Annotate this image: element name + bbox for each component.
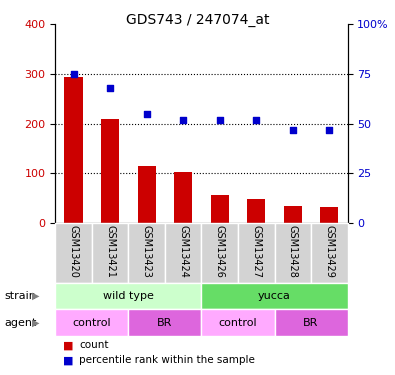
Text: ■: ■ — [63, 355, 74, 365]
Bar — [128, 223, 165, 283]
Text: BR: BR — [303, 318, 319, 327]
Text: GSM13424: GSM13424 — [178, 225, 188, 278]
Text: ■: ■ — [63, 340, 74, 350]
Bar — [201, 283, 348, 309]
Text: GSM13420: GSM13420 — [69, 225, 79, 278]
Text: percentile rank within the sample: percentile rank within the sample — [79, 355, 255, 365]
Text: count: count — [79, 340, 109, 350]
Text: GSM13427: GSM13427 — [251, 225, 261, 278]
Bar — [92, 223, 128, 283]
Text: GDS743 / 247074_at: GDS743 / 247074_at — [126, 13, 269, 27]
Text: ▶: ▶ — [32, 318, 40, 327]
Bar — [284, 206, 302, 223]
Bar — [275, 309, 348, 336]
Bar — [64, 76, 83, 223]
Bar — [55, 309, 128, 336]
Bar — [201, 223, 238, 283]
Point — [180, 117, 186, 123]
Bar — [137, 166, 156, 223]
Text: BR: BR — [157, 318, 173, 327]
Point — [290, 127, 296, 133]
Bar — [311, 223, 348, 283]
Bar — [101, 119, 119, 223]
Point — [216, 117, 223, 123]
Text: control: control — [73, 318, 111, 327]
Text: yucca: yucca — [258, 291, 291, 301]
Text: ▶: ▶ — [32, 291, 40, 301]
Text: GSM13423: GSM13423 — [142, 225, 152, 278]
Text: GSM13426: GSM13426 — [215, 225, 225, 278]
Text: agent: agent — [4, 318, 36, 327]
Point — [253, 117, 260, 123]
Bar — [55, 283, 201, 309]
Bar — [55, 223, 92, 283]
Text: GSM13429: GSM13429 — [324, 225, 334, 278]
Text: control: control — [219, 318, 257, 327]
Bar — [165, 223, 201, 283]
Point — [143, 111, 150, 117]
Text: wild type: wild type — [103, 291, 154, 301]
Bar — [201, 309, 275, 336]
Bar — [174, 172, 192, 223]
Bar — [211, 195, 229, 223]
Bar — [320, 207, 339, 223]
Bar — [128, 309, 201, 336]
Text: GSM13421: GSM13421 — [105, 225, 115, 278]
Bar — [275, 223, 311, 283]
Text: strain: strain — [4, 291, 36, 301]
Text: GSM13428: GSM13428 — [288, 225, 298, 278]
Point — [70, 71, 77, 77]
Point — [326, 127, 333, 133]
Point — [107, 85, 113, 91]
Bar — [247, 199, 265, 223]
Bar — [238, 223, 275, 283]
